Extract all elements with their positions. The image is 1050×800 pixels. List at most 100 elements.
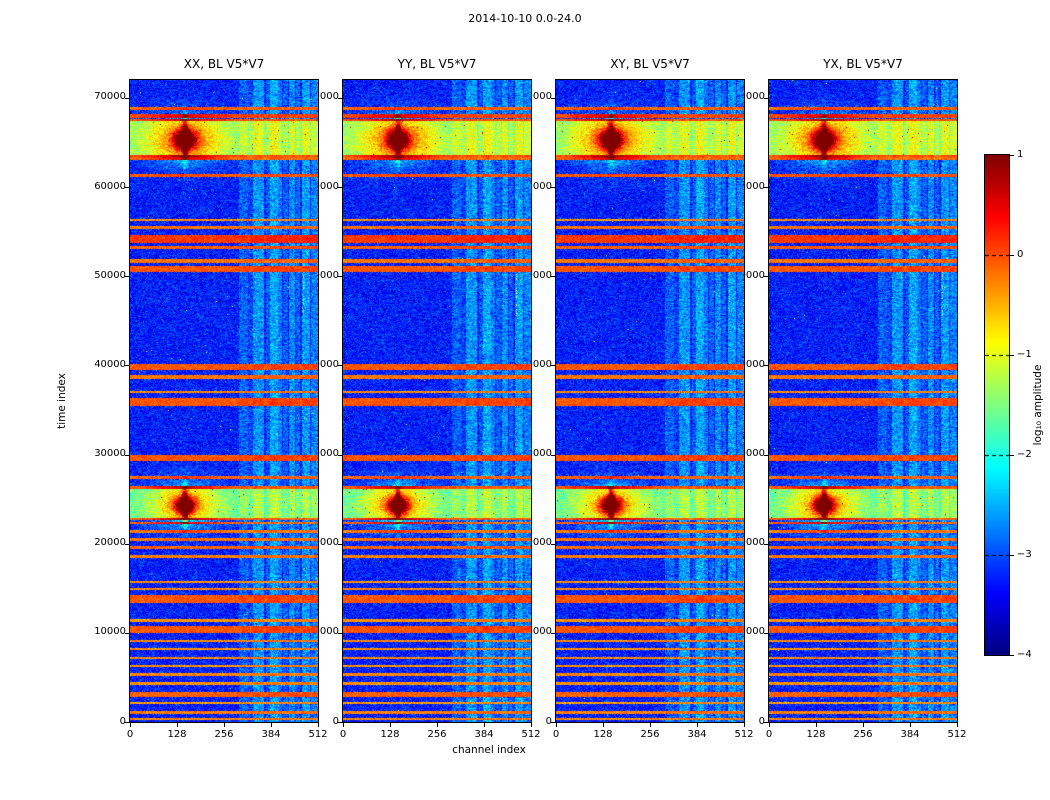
y-tick [551,276,555,277]
y-tick [125,276,129,277]
x-tick-label: 256 [214,729,234,740]
y-axis-label: time index [56,373,68,429]
y-tick [125,98,129,99]
y-tick-label: 40000 [94,358,126,370]
y-tick [125,722,129,723]
y-tick-label: 0 [758,715,765,727]
x-tick-label: 256 [427,729,447,740]
y-tick-label: 60000 [520,180,552,192]
y-tick [338,98,342,99]
x-tick-label: 384 [900,729,920,740]
y-tick-label: 10000 [733,626,765,638]
x-tick-label: 0 [552,729,560,740]
y-tick [551,633,555,634]
y-tick-label: 60000 [94,180,126,192]
y-tick-label: 0 [545,715,552,727]
x-tick-label: 256 [853,729,873,740]
x-tick [129,723,131,727]
y-tick-label: 40000 [733,358,765,370]
x-tick [342,723,344,727]
y-tick [764,455,768,456]
colorbar-tick-label: −1 [1017,348,1032,360]
x-tick-label: 128 [806,729,826,740]
x-tick [696,723,698,727]
y-tick-label: 0 [119,715,126,727]
y-tick [764,98,768,99]
y-tick [338,633,342,634]
y-tick-label: 70000 [307,91,339,103]
x-tick-label: 384 [261,729,281,740]
colorbar-tick-label: −3 [1017,548,1032,560]
x-tick [530,723,532,727]
y-tick-label: 50000 [94,269,126,281]
y-tick-label: 60000 [733,180,765,192]
colorbar-tick [1010,655,1014,656]
y-tick [125,187,129,188]
x-tick-label: 128 [380,729,400,740]
y-tick [764,187,768,188]
colorbar-tick-label: −4 [1017,648,1032,660]
y-tick [125,544,129,545]
x-tick [649,723,651,727]
colorbar-tick [1010,355,1014,356]
y-tick [764,633,768,634]
y-tick-label: 30000 [520,448,552,459]
y-tick-label: 20000 [733,537,765,549]
y-tick [551,98,555,99]
x-tick [862,723,864,727]
x-tick-label: 384 [687,729,707,740]
y-tick-label: 10000 [520,626,552,638]
y-tick [338,365,342,366]
y-tick-label: 30000 [307,448,339,459]
x-tick [317,723,319,727]
y-tick [125,633,129,634]
y-tick-label: 0 [332,715,339,727]
y-tick [551,455,555,456]
y-tick [764,276,768,277]
x-tick-label: 512 [947,729,967,740]
y-tick [338,544,342,545]
y-tick [338,276,342,277]
y-tick [764,544,768,545]
x-axis-label: channel index [452,744,526,756]
colorbar [985,155,1009,655]
y-tick-label: 10000 [307,626,339,638]
y-tick [551,187,555,188]
x-tick [768,723,770,727]
x-tick-label: 0 [126,729,134,740]
figure-suptitle: 2014-10-10 0.0-24.0 [468,12,582,25]
heatmap-panel-yx [769,80,957,722]
x-tick-label: 512 [734,729,754,740]
panel-title-yy: YY, BL V5*V7 [397,57,477,71]
x-tick-label: 384 [474,729,494,740]
y-tick-label: 40000 [520,358,552,370]
heatmap-panel-yy [343,80,531,722]
y-tick [338,722,342,723]
x-tick [389,723,391,727]
x-tick-label: 128 [593,729,613,740]
panel-title-xy: XY, BL V5*V7 [610,57,690,71]
y-tick [551,544,555,545]
heatmap-panel-xx [130,80,318,722]
x-tick-label: 512 [521,729,541,740]
x-tick [815,723,817,727]
y-tick-label: 70000 [733,91,765,103]
colorbar-tick-label: 1 [1017,148,1024,160]
x-tick [956,723,958,727]
x-tick-label: 512 [308,729,328,740]
y-tick-label: 20000 [94,537,126,549]
x-tick [602,723,604,727]
x-tick [909,723,911,727]
y-tick-label: 40000 [307,358,339,370]
panel-title-xx: XX, BL V5*V7 [183,57,265,71]
x-tick [176,723,178,727]
colorbar-tick-label: 0 [1017,248,1024,260]
y-tick [764,722,768,723]
x-tick [223,723,225,727]
colorbar-tick [1010,455,1014,456]
x-tick-label: 0 [765,729,773,740]
y-tick-label: 20000 [520,537,552,549]
y-tick-label: 50000 [733,269,765,281]
colorbar-tick [1010,155,1014,156]
y-tick-label: 70000 [94,91,126,103]
